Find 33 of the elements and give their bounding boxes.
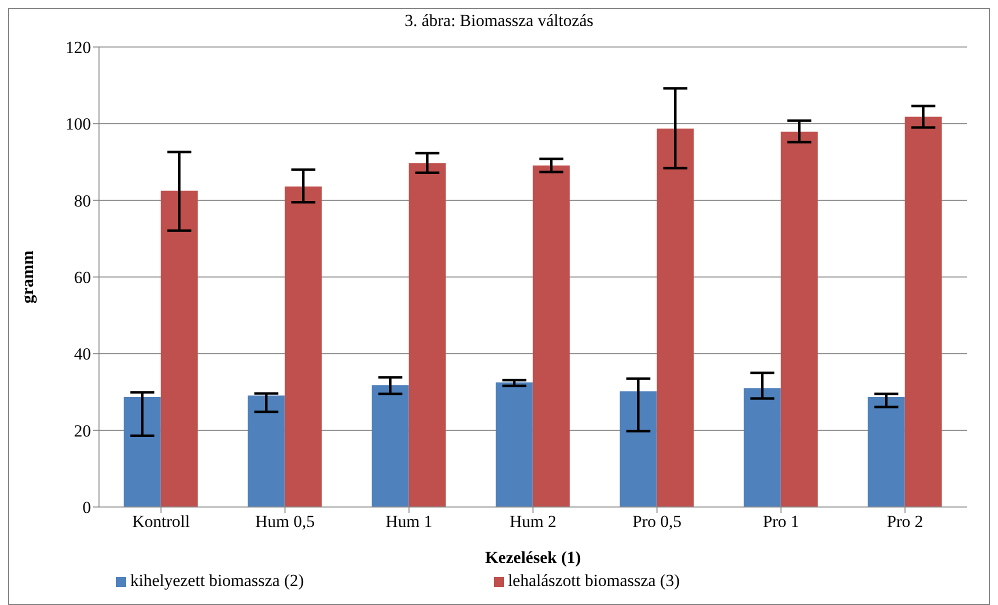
x-axis-title: Kezelések (1) <box>485 548 581 567</box>
bar <box>372 385 409 507</box>
bar <box>620 391 657 507</box>
x-tick-label: Hum 2 <box>510 512 556 532</box>
x-tick-label: Pro 2 <box>886 512 924 532</box>
bar <box>408 163 446 507</box>
bar <box>496 382 533 507</box>
bar <box>248 395 285 507</box>
x-tick-label: Pro 1 <box>762 512 800 532</box>
x-tick-label: Hum 0,5 <box>255 512 315 532</box>
bar <box>160 190 198 507</box>
y-tick-label: 120 <box>66 38 91 58</box>
x-tick-label: Pro 0,5 <box>632 512 682 532</box>
y-tick-label: 40 <box>74 344 91 364</box>
legend-label: kihelyezett biomassza (2) <box>130 571 304 590</box>
x-tick-label: Kontroll <box>132 512 190 532</box>
chart-title: 3. ábra: Biomassza változás <box>404 10 594 32</box>
bar <box>868 396 905 507</box>
bar <box>744 388 781 507</box>
y-axis-title: gramm <box>18 250 38 304</box>
bar <box>780 132 818 507</box>
bar <box>532 165 570 507</box>
bar <box>656 128 694 507</box>
bar <box>124 396 161 507</box>
legend-label: lehalászott biomassza (3) <box>508 571 680 590</box>
y-tick-label: 100 <box>66 114 91 134</box>
bar <box>904 116 942 507</box>
bar <box>284 186 322 507</box>
x-tick-label: Hum 1 <box>386 512 432 532</box>
y-tick-label: 80 <box>74 191 91 210</box>
y-tick-label: 20 <box>74 421 91 440</box>
y-tick-label: 60 <box>74 268 91 288</box>
y-tick-label: 0 <box>82 498 91 518</box>
